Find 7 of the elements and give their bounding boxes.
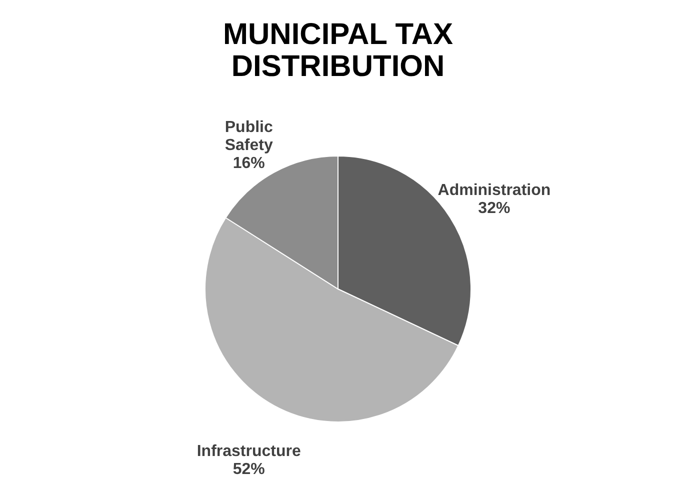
data-label: 52%	[232, 461, 265, 478]
slice-label: Public Safety	[224, 118, 273, 154]
chart-title: MUNICIPAL TAX DISTRIBUTION	[223, 18, 453, 83]
data-label: 32%	[478, 200, 510, 217]
slice-label: Infrastructure	[196, 443, 301, 460]
data-label: 16%	[232, 154, 265, 172]
slice-label: Administration	[438, 182, 551, 199]
